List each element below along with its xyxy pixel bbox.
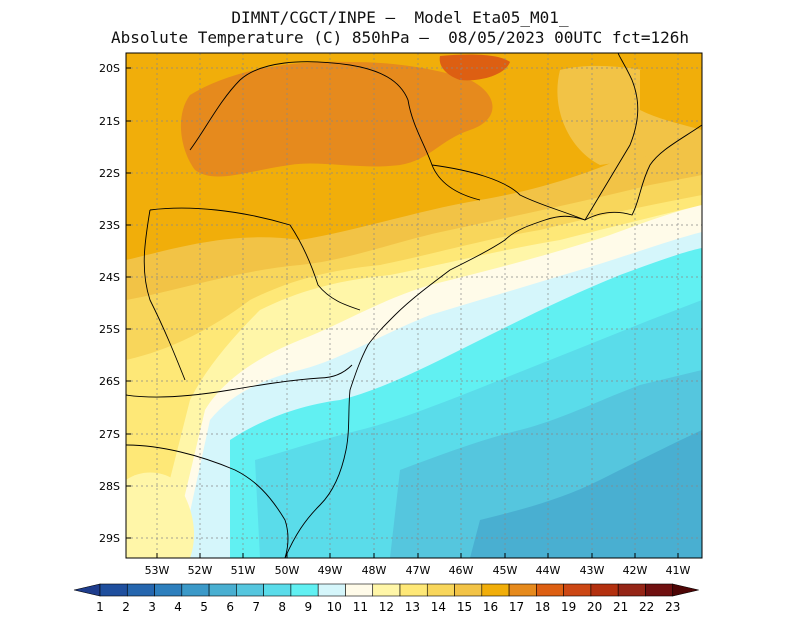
colorbar-swatch [317,583,346,597]
lat-label: 21S [99,115,120,128]
colorbar-label: 8 [278,600,286,614]
colorbar-label: 16 [483,600,498,614]
colorbar-swatch [99,583,128,597]
state-border [126,364,353,398]
colorbar-swatch [290,583,319,597]
colorbar-swatch [263,583,292,597]
temperature-field [126,53,702,558]
lat-label: 27S [99,428,120,441]
colorbar-swatch [236,583,264,597]
lon-label: 49W [318,564,343,577]
lon-label: 46W [449,564,474,577]
colorbar-label: 3 [148,600,156,614]
colorbar-swatch [508,583,537,597]
colorbar-swatch [563,583,592,597]
lon-label: 47W [406,564,431,577]
colorbar-swatch [345,583,374,597]
lat-label: 25S [99,323,120,336]
lon-label: 52W [188,564,213,577]
state-border [189,61,481,201]
coastline [284,124,702,558]
colorbar-label: 12 [379,600,394,614]
state-border [584,53,639,221]
colorbar-label: 19 [561,600,576,614]
latitude-labels: 20S 21S 22S 23S 24S 25S 26S 27S 28S 29S [99,62,131,545]
field-band-12-southwest [126,472,195,558]
field-band-6 [470,430,702,558]
field-band-18 [439,54,510,81]
lat-label: 22S [99,167,120,180]
colorbar: 1 2 3 4 5 6 7 8 9 10 11 12 13 14 15 16 17 18 19 20 21 22 23 [73,583,699,614]
colorbar-label: 7 [252,600,260,614]
colorbar-label: 17 [509,600,524,614]
colorbar-label: 22 [639,600,654,614]
lon-label: 50W [275,564,300,577]
colorbar-label: 2 [122,600,130,614]
colorbar-label: 5 [200,600,208,614]
lat-label: 28S [99,480,120,493]
colorbar-swatch [208,583,237,597]
field-band-17 [180,61,493,177]
colorbar-swatch [617,583,646,597]
colorbar-label: 13 [405,600,420,614]
lat-label: 24S [99,271,120,284]
colorbar-swatch [372,583,401,597]
colorbar-swatch [454,583,483,597]
colorbar-swatch [154,583,183,597]
country-border [143,209,186,381]
colorbar-label: 18 [535,600,550,614]
colorbar-swatch [181,583,210,597]
field-band-16-northeast [640,68,702,130]
colorbar-label: 4 [174,600,182,614]
colorbar-arrow-low [73,583,101,597]
lon-label: 48W [362,564,387,577]
lat-label: 26S [99,375,120,388]
boundaries [126,53,702,558]
colorbar-swatch [126,583,155,597]
state-border [149,207,361,311]
colorbar-swatch [399,583,428,597]
longitude-labels: 53W 52W 51W 50W 49W 48W 47W 46W 45W 44W 43W 42W 41W [145,553,691,577]
colorbar-swatch [645,583,674,597]
colorbar-label: 11 [353,600,368,614]
colorbar-label: 1 [96,600,104,614]
colorbar-swatch [536,583,564,597]
lat-label: 29S [99,532,120,545]
map-title-line1: DIMNT/CGCT/INPE — Model Eta05_M01_ [231,8,569,27]
lon-label: 42W [623,564,648,577]
colorbar-label: 14 [431,600,446,614]
colorbar-arrow-high [672,583,699,597]
colorbar-label: 20 [587,600,602,614]
lon-label: 43W [580,564,605,577]
colorbar-label: 9 [304,600,312,614]
colorbar-swatch [481,583,510,597]
state-border [126,444,289,558]
state-border [431,164,586,221]
lon-label: 53W [145,564,170,577]
graticule [126,53,702,558]
lon-label: 44W [536,564,561,577]
colorbar-swatch [426,583,455,597]
lon-label: 45W [493,564,518,577]
colorbar-label: 15 [457,600,472,614]
colorbar-label: 10 [327,600,342,614]
colorbar-swatch [590,583,619,597]
lat-label: 20S [99,62,120,75]
colorbar-label: 23 [665,600,680,614]
lon-label: 51W [231,564,256,577]
lon-label: 41W [666,564,691,577]
lat-label: 23S [99,219,120,232]
colorbar-label: 21 [613,600,628,614]
plot-frame [125,52,703,559]
colorbar-label: 6 [226,600,234,614]
map-title-line2: Absolute Temperature (C) 850hPa — 08/05/… [111,28,689,47]
